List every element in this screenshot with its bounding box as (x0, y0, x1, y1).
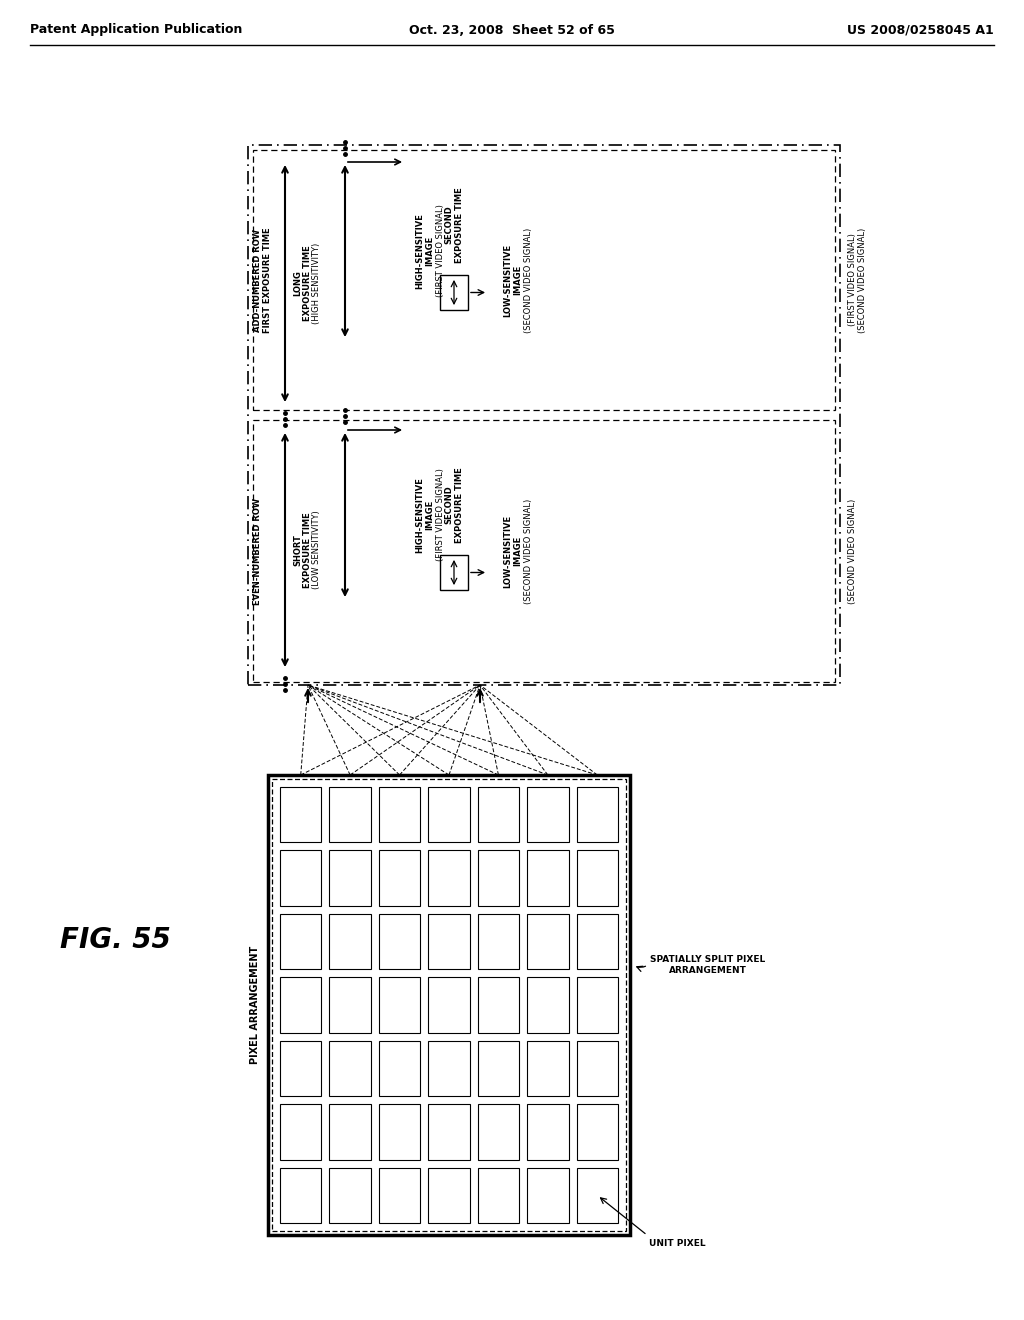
Bar (428, 1168, 470, 1224)
Bar (280, 1168, 322, 1224)
Text: SPATIALLY SPLIT PIXEL
ARRANGEMENT: SPATIALLY SPLIT PIXEL ARRANGEMENT (650, 956, 765, 974)
Bar (330, 977, 371, 1032)
Bar (440, 554, 468, 590)
Bar (577, 913, 618, 969)
Text: LOW-SENSITIVE: LOW-SENSITIVE (504, 243, 512, 317)
Bar (527, 1168, 568, 1224)
Bar (330, 1104, 371, 1159)
Bar (527, 850, 568, 906)
Bar (527, 787, 568, 842)
Text: IMAGE: IMAGE (426, 236, 434, 267)
Bar (268, 775, 630, 1236)
Bar (379, 850, 420, 906)
Text: HIGH-SENSITIVE: HIGH-SENSITIVE (416, 213, 425, 289)
Text: (SECOND VIDEO SIGNAL): (SECOND VIDEO SIGNAL) (848, 499, 856, 603)
Bar (478, 787, 519, 842)
Bar (379, 1104, 420, 1159)
Bar (379, 787, 420, 842)
Bar (440, 275, 468, 310)
Bar (330, 787, 371, 842)
Bar (330, 1168, 371, 1224)
Bar (527, 1040, 568, 1096)
Bar (577, 1168, 618, 1224)
Bar (280, 913, 322, 969)
Text: US 2008/0258045 A1: US 2008/0258045 A1 (847, 24, 994, 37)
Bar (280, 977, 322, 1032)
Text: EXPOSURE TIME: EXPOSURE TIME (302, 512, 311, 587)
Bar (478, 1040, 519, 1096)
Bar (577, 1040, 618, 1096)
Text: Oct. 23, 2008  Sheet 52 of 65: Oct. 23, 2008 Sheet 52 of 65 (409, 24, 615, 37)
Bar (280, 787, 322, 842)
Bar (379, 977, 420, 1032)
Bar (280, 1040, 322, 1096)
Bar (478, 977, 519, 1032)
Bar (379, 913, 420, 969)
Text: SECOND: SECOND (444, 486, 454, 524)
Bar (280, 850, 322, 906)
Text: IMAGE: IMAGE (426, 500, 434, 531)
Bar (478, 850, 519, 906)
Text: (HIGH SENSITIVITY): (HIGH SENSITIVITY) (312, 243, 322, 325)
Bar (330, 1040, 371, 1096)
Text: EXPOSURE TIME: EXPOSURE TIME (302, 246, 311, 321)
Bar (527, 913, 568, 969)
Bar (478, 913, 519, 969)
Bar (272, 779, 626, 1232)
Text: (FIRST VIDEO SIGNAL): (FIRST VIDEO SIGNAL) (435, 469, 444, 561)
Bar (527, 977, 568, 1032)
Bar (527, 1104, 568, 1159)
Text: (SECOND VIDEO SIGNAL): (SECOND VIDEO SIGNAL) (523, 499, 532, 603)
Text: IMAGE: IMAGE (513, 265, 522, 296)
Text: FIG. 55: FIG. 55 (59, 927, 170, 954)
Text: (LOW SENSITIVITY): (LOW SENSITIVITY) (312, 511, 322, 589)
Bar (379, 1168, 420, 1224)
Text: (FIRST VIDEO SIGNAL): (FIRST VIDEO SIGNAL) (848, 234, 856, 326)
Bar (330, 850, 371, 906)
Bar (577, 977, 618, 1032)
Bar (428, 850, 470, 906)
Text: IMAGE: IMAGE (513, 536, 522, 566)
Bar (248, 145, 840, 685)
Text: EXPOSURE TIME: EXPOSURE TIME (455, 467, 464, 543)
Text: FIRST EXPOSURE TIME: FIRST EXPOSURE TIME (263, 227, 272, 333)
Text: UNIT PIXEL: UNIT PIXEL (649, 1238, 706, 1247)
Bar (428, 787, 470, 842)
Bar (577, 850, 618, 906)
Text: EVEN-NUMBERED ROW: EVEN-NUMBERED ROW (253, 498, 261, 605)
Bar (478, 1104, 519, 1159)
Bar (428, 913, 470, 969)
Bar (280, 1104, 322, 1159)
Text: HIGH-SENSITIVE: HIGH-SENSITIVE (416, 477, 425, 553)
Text: SECOND: SECOND (444, 206, 454, 244)
Bar (577, 1104, 618, 1159)
Text: EXPOSURE TIME: EXPOSURE TIME (455, 187, 464, 263)
Text: SHORT: SHORT (294, 535, 302, 566)
Bar (577, 787, 618, 842)
Bar (428, 977, 470, 1032)
Text: LONG: LONG (294, 271, 302, 297)
Bar (379, 1040, 420, 1096)
Text: (SECOND VIDEO SIGNAL): (SECOND VIDEO SIGNAL) (857, 227, 866, 333)
Bar (478, 1168, 519, 1224)
Bar (253, 150, 835, 411)
Bar (330, 913, 371, 969)
Text: Patent Application Publication: Patent Application Publication (30, 24, 243, 37)
Text: LOW-SENSITIVE: LOW-SENSITIVE (504, 515, 512, 587)
Text: PIXEL ARRANGEMENT: PIXEL ARRANGEMENT (250, 946, 260, 1064)
Text: ADD-NUMBERED ROW: ADD-NUMBERED ROW (253, 228, 261, 331)
Bar (428, 1040, 470, 1096)
Bar (428, 1104, 470, 1159)
Text: (SECOND VIDEO SIGNAL): (SECOND VIDEO SIGNAL) (523, 227, 532, 333)
Text: (FIRST VIDEO SIGNAL): (FIRST VIDEO SIGNAL) (435, 205, 444, 297)
Bar (253, 420, 835, 682)
